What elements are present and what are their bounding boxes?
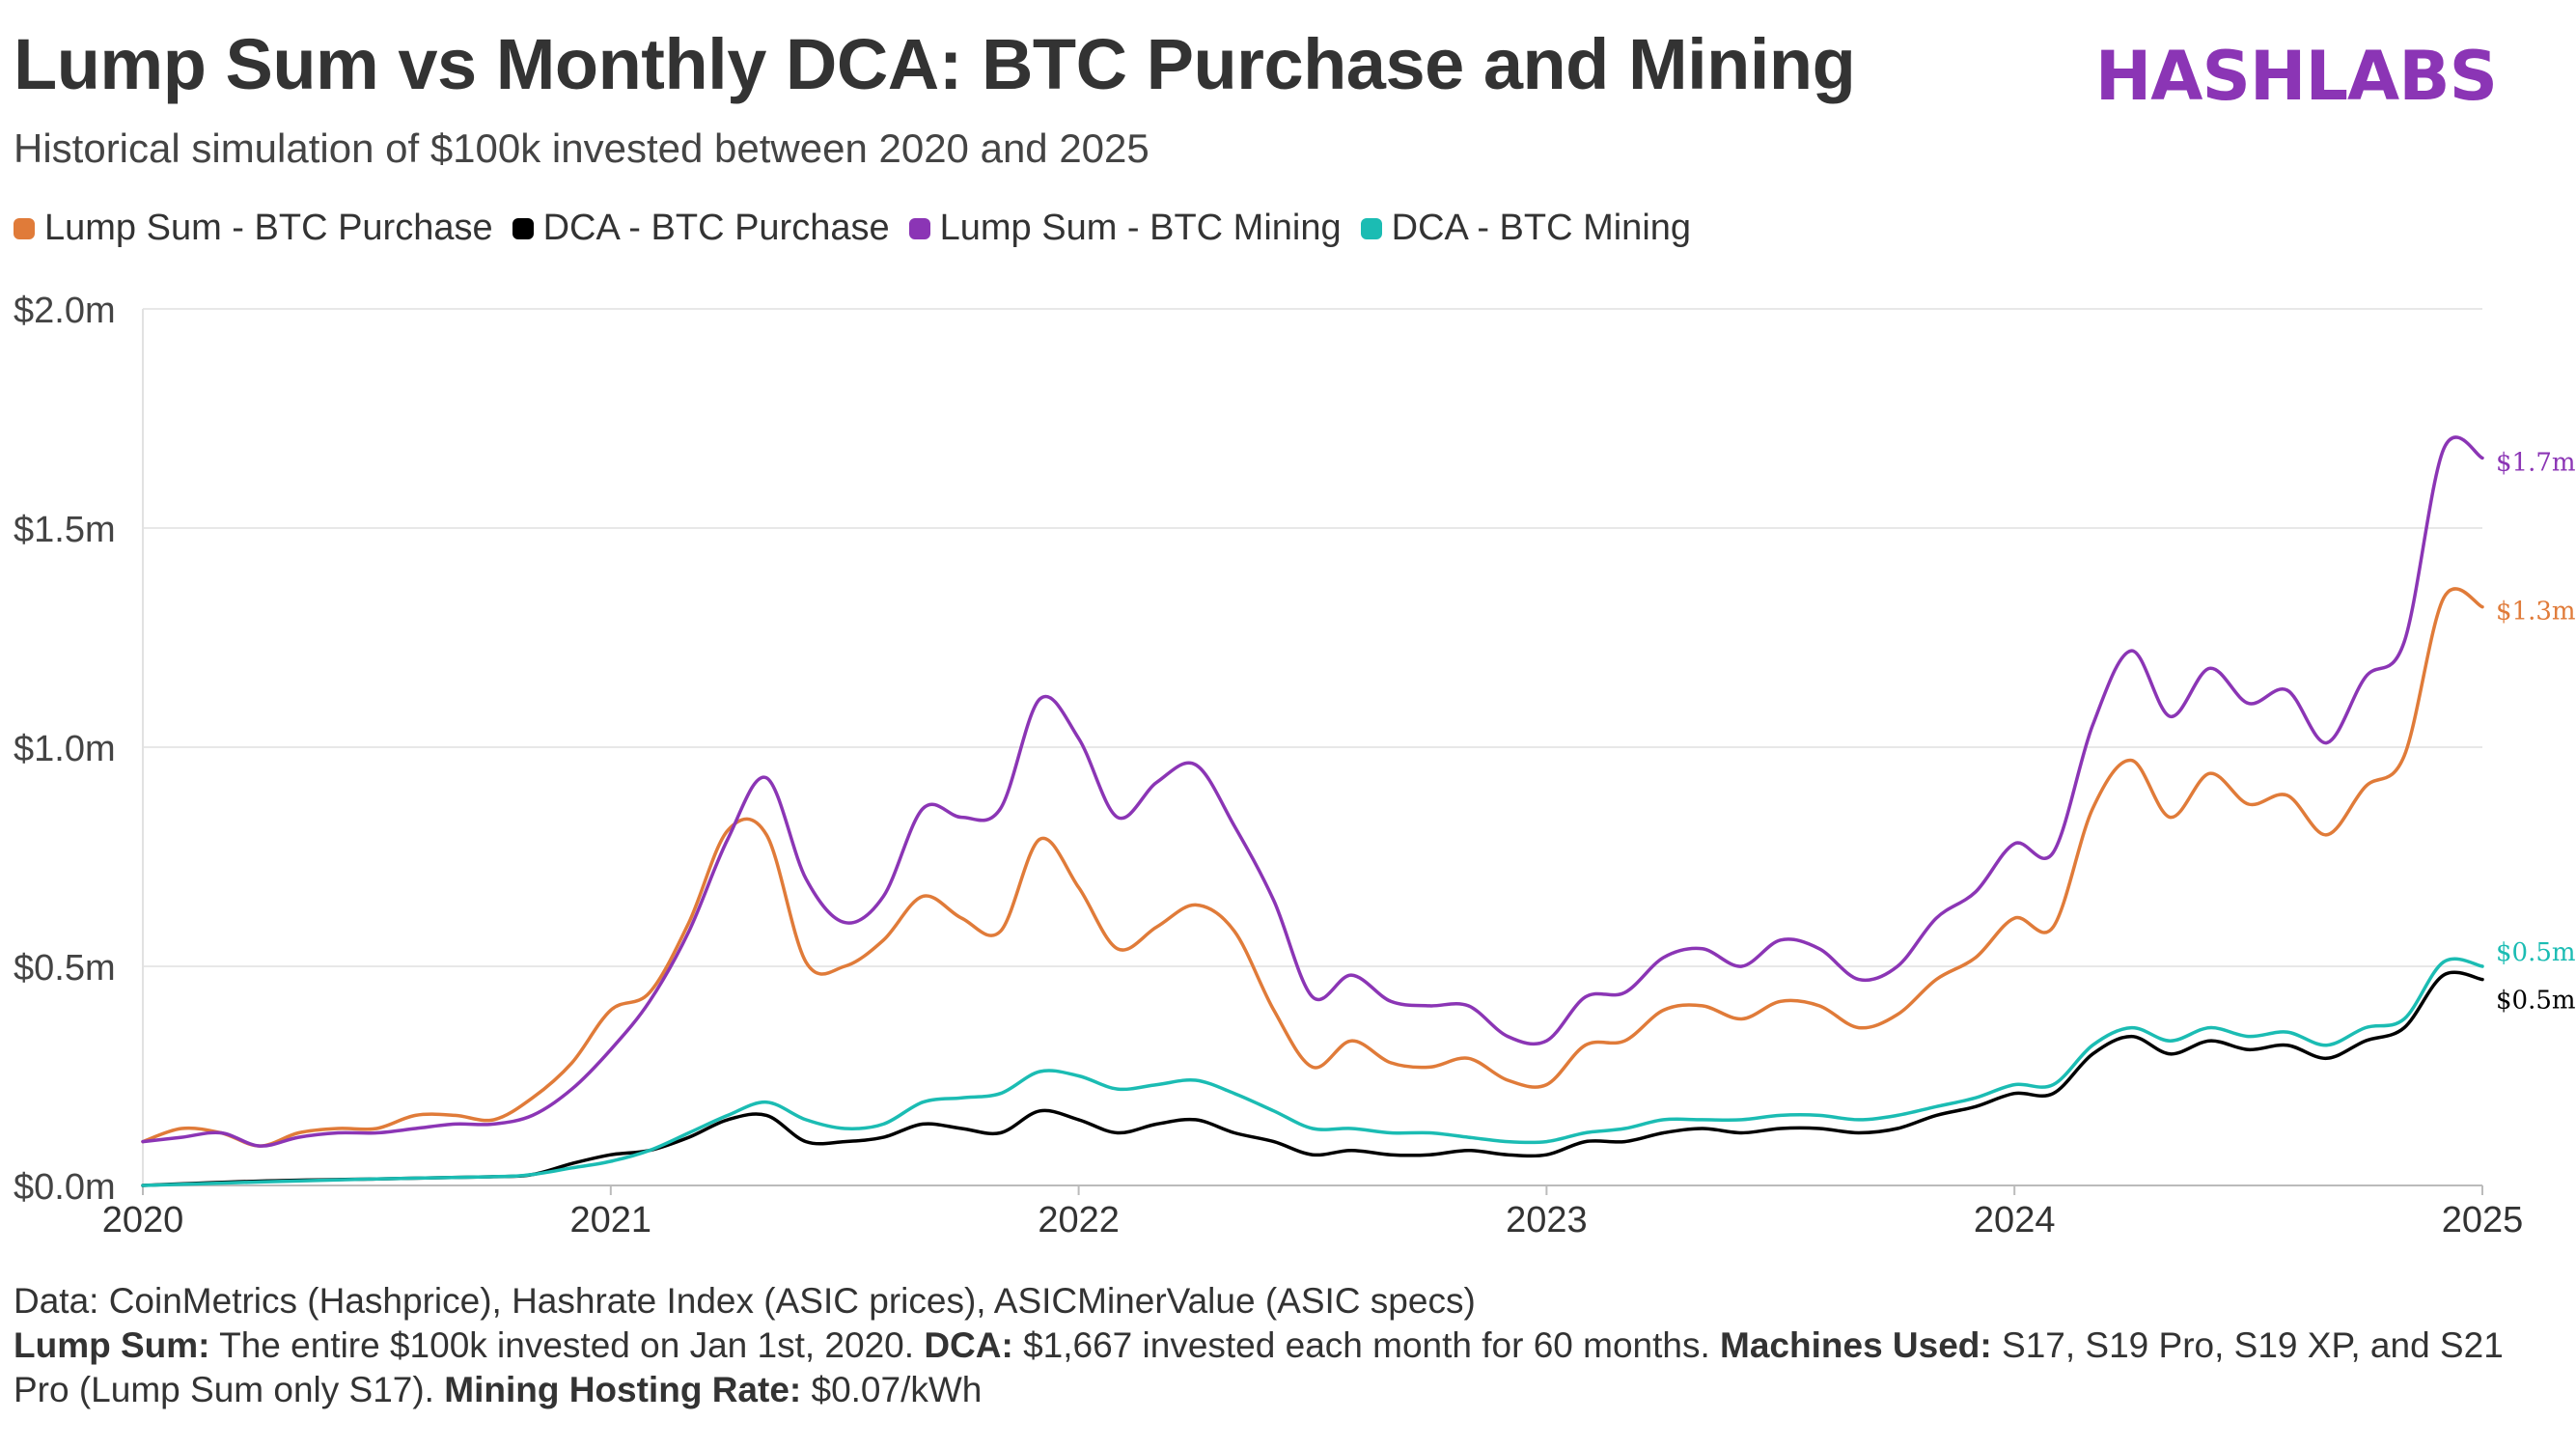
lump-sum-text: The entire $100k invested on Jan 1st, 20…	[209, 1325, 925, 1365]
x-tick-label: 2021	[570, 1200, 652, 1240]
chart-title: Lump Sum vs Monthly DCA: BTC Purchase an…	[14, 24, 1856, 104]
data-source-note: Data: CoinMetrics (Hashprice), Hashrate …	[14, 1281, 1476, 1321]
legend-label-dca-purchase: DCA - BTC Purchase	[542, 208, 890, 248]
legend-item-lump-sum-purchase[interactable]: Lump Sum - BTC Purchase	[14, 208, 493, 249]
legend-swatch-dca-mining	[1360, 217, 1382, 239]
x-tick-label: 2025	[2442, 1200, 2524, 1240]
series-line-dca-mining	[141, 957, 2484, 1187]
x-tick-label: 2024	[1974, 1200, 2056, 1240]
chart-legend: Lump Sum - BTC Purchase DCA - BTC Purcha…	[14, 208, 1710, 249]
dca-text: $1,667 invested each month for 60 months…	[1012, 1325, 1721, 1365]
end-label-lump-sum-mining: $1.7m	[2496, 448, 2576, 477]
chart-subtitle: Historical simulation of $100k invested …	[14, 125, 1150, 171]
machines-label: Machines Used:	[1720, 1325, 1992, 1365]
y-tick-label: $2.0m	[14, 291, 116, 331]
hosting-label: Mining Hosting Rate:	[444, 1370, 802, 1409]
y-tick-label: $0.0m	[14, 1167, 116, 1208]
legend-label-lump-sum-mining: Lump Sum - BTC Mining	[939, 208, 1342, 248]
legend-label-lump-sum-purchase: Lump Sum - BTC Purchase	[44, 208, 493, 248]
methodology-note: Lump Sum: The entire $100k invested on J…	[14, 1324, 2562, 1412]
y-tick-label: $0.5m	[14, 948, 116, 989]
series-line-lump-sum-purchase	[141, 587, 2484, 1148]
series-line-lump-sum-mining	[141, 435, 2484, 1148]
machines-text: S17, S19 Pro, S19 XP, and S21 Pro (Lump …	[14, 1325, 2504, 1409]
legend-item-dca-purchase[interactable]: DCA - BTC Purchase	[512, 208, 890, 249]
end-label-dca-mining: $0.5m	[2496, 938, 2576, 967]
legend-swatch-dca-purchase	[512, 217, 534, 239]
hashlabs-logo: HASHLABS	[2094, 37, 2498, 116]
end-label-lump-sum-purchase: $1.3m	[2496, 598, 2576, 627]
x-tick-label: 2020	[102, 1200, 184, 1240]
line-chart: $0.0m $0.5m $1.0m $1.5m $2.0m 2020 2021 2022 202…	[14, 291, 2576, 1240]
chart-footer: Data: CoinMetrics (Hashprice), Hashrate …	[14, 1279, 2562, 1412]
x-tick-label: 2022	[1038, 1200, 1120, 1240]
x-tick-label: 2023	[1506, 1200, 1588, 1240]
series-line-dca-purchase	[141, 970, 2484, 1187]
y-tick-label: $1.5m	[14, 510, 116, 550]
lump-sum-label: Lump Sum:	[14, 1325, 210, 1365]
legend-label-dca-mining: DCA - BTC Mining	[1391, 208, 1692, 248]
legend-swatch-lump-sum-purchase	[14, 217, 35, 239]
dca-label: DCA:	[924, 1325, 1013, 1365]
y-tick-label: $1.0m	[14, 729, 116, 769]
legend-item-lump-sum-mining[interactable]: Lump Sum - BTC Mining	[908, 208, 1342, 249]
legend-item-dca-mining[interactable]: DCA - BTC Mining	[1360, 208, 1692, 249]
legend-swatch-lump-sum-mining	[908, 217, 930, 239]
end-label-dca-purchase: $0.5m	[2496, 987, 2576, 1016]
hosting-text: $0.07/kWh	[801, 1370, 983, 1409]
